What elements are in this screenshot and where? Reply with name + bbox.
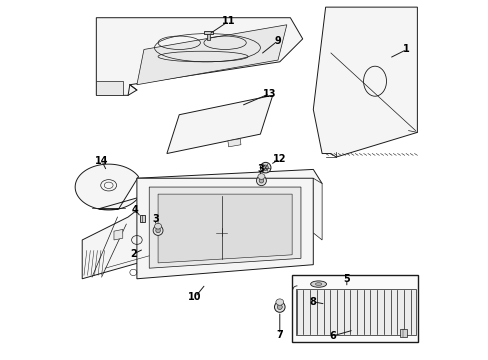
Polygon shape xyxy=(137,25,286,85)
Polygon shape xyxy=(206,34,210,40)
Polygon shape xyxy=(96,18,302,95)
Bar xyxy=(291,275,417,342)
Text: 2: 2 xyxy=(130,249,137,259)
Polygon shape xyxy=(166,95,272,154)
Polygon shape xyxy=(75,164,138,210)
Text: 3: 3 xyxy=(152,214,159,224)
Ellipse shape xyxy=(315,283,321,285)
Polygon shape xyxy=(96,81,122,95)
Text: 3: 3 xyxy=(257,165,263,174)
Text: 12: 12 xyxy=(272,154,286,164)
Ellipse shape xyxy=(153,225,163,235)
Polygon shape xyxy=(149,187,300,268)
Polygon shape xyxy=(137,178,313,279)
Ellipse shape xyxy=(257,174,264,179)
Text: 13: 13 xyxy=(263,89,276,99)
Polygon shape xyxy=(399,329,406,337)
Polygon shape xyxy=(114,229,122,240)
Polygon shape xyxy=(227,139,241,147)
Polygon shape xyxy=(82,205,163,279)
Polygon shape xyxy=(140,215,145,222)
Ellipse shape xyxy=(259,179,263,183)
Ellipse shape xyxy=(277,305,282,310)
Text: 14: 14 xyxy=(95,156,108,166)
Ellipse shape xyxy=(310,281,326,287)
Polygon shape xyxy=(313,178,322,240)
Text: 10: 10 xyxy=(188,292,202,302)
Ellipse shape xyxy=(154,224,161,229)
Polygon shape xyxy=(204,31,212,34)
Ellipse shape xyxy=(256,176,266,186)
Text: 8: 8 xyxy=(309,297,316,307)
Polygon shape xyxy=(295,289,415,335)
Ellipse shape xyxy=(156,228,160,233)
Ellipse shape xyxy=(274,302,285,312)
Polygon shape xyxy=(137,170,322,189)
Polygon shape xyxy=(158,194,291,263)
Polygon shape xyxy=(313,7,417,157)
Text: 11: 11 xyxy=(222,16,235,26)
Text: 4: 4 xyxy=(131,205,138,215)
Ellipse shape xyxy=(263,165,268,170)
Text: 6: 6 xyxy=(328,331,335,341)
Ellipse shape xyxy=(260,162,270,173)
Text: 7: 7 xyxy=(276,329,283,339)
Ellipse shape xyxy=(275,299,283,305)
Text: 1: 1 xyxy=(403,45,409,54)
Text: 9: 9 xyxy=(274,36,281,46)
Text: 5: 5 xyxy=(343,274,349,284)
